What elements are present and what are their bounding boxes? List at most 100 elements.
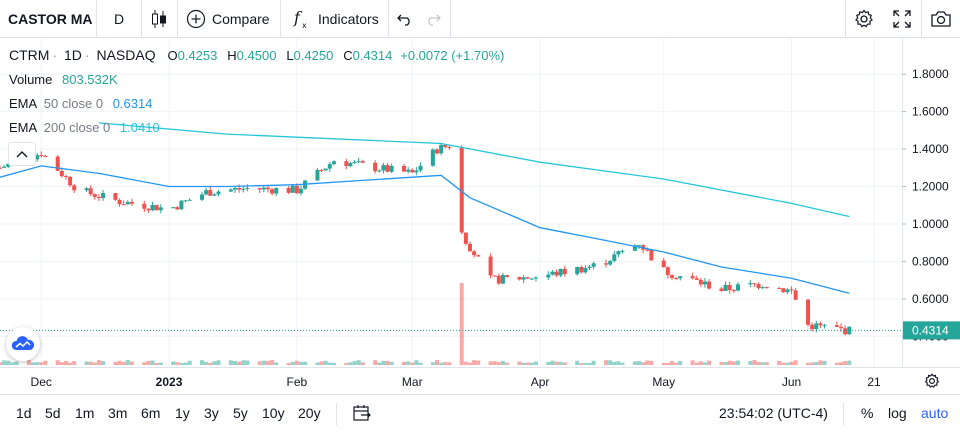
- volume-bar: [146, 360, 151, 365]
- volume-bar: [183, 362, 188, 365]
- time-tick-label: 21: [867, 375, 881, 389]
- range-5d[interactable]: 5d: [45, 405, 61, 421]
- range-10y[interactable]: 10y: [262, 405, 285, 421]
- toolbar-divider: [177, 0, 178, 38]
- tradingview-logo-button[interactable]: [6, 327, 40, 361]
- candle-body: [678, 276, 683, 279]
- candle-body: [583, 268, 588, 273]
- volume-bar: [150, 360, 155, 365]
- candle-body: [447, 146, 452, 148]
- legend-collapse-button[interactable]: [8, 142, 36, 166]
- bottom-divider: [843, 403, 844, 425]
- ohlc-change: +0.0072 (+1.70%): [400, 48, 505, 63]
- range-6m[interactable]: 6m: [141, 405, 161, 421]
- undo-button[interactable]: [394, 0, 416, 38]
- volume-bar: [752, 360, 757, 365]
- interval-button[interactable]: D: [97, 0, 141, 38]
- price-tick-label: 0.8000: [912, 254, 949, 268]
- candle-body: [294, 185, 299, 194]
- candle-body: [63, 176, 68, 178]
- candle-body: [113, 193, 118, 200]
- auto-scale-toggle[interactable]: auto: [921, 405, 949, 421]
- candle-body: [814, 323, 819, 330]
- goto-date-button[interactable]: [352, 404, 372, 424]
- candle-body: [261, 187, 266, 190]
- settings-button[interactable]: [846, 0, 882, 38]
- candle-body: [146, 208, 151, 211]
- volume-bar: [377, 362, 382, 365]
- chart-pane[interactable]: 1.8000 1.6000 1.4000 1.2000 1.0000 0.8000 0.60…: [0, 38, 960, 389]
- volume-bar: [30, 362, 35, 365]
- volume-bar: [179, 362, 184, 365]
- candle-body: [327, 164, 332, 169]
- redo-button[interactable]: [422, 0, 444, 38]
- volume-bar: [129, 361, 134, 365]
- volume-bar: [637, 361, 642, 365]
- candle-body: [496, 275, 501, 284]
- candle-body: [608, 260, 613, 265]
- fullscreen-button[interactable]: [884, 0, 920, 38]
- volume-bar: [616, 361, 621, 365]
- range-5y[interactable]: 5y: [233, 405, 248, 421]
- legend-volume[interactable]: Volume 803.532K: [9, 72, 121, 87]
- volume-bar: [533, 361, 538, 365]
- legend-ema50[interactable]: EMA 50 close 0 0.6314: [9, 96, 155, 111]
- volume-bar: [381, 360, 386, 365]
- legend-series: CTRM · 1D · NASDAQ O0.4253 H0.4500 L0.4250…: [9, 47, 507, 63]
- volume-bar: [430, 362, 435, 365]
- candle-body: [101, 193, 106, 199]
- legend-ema200[interactable]: EMA 200 close 0 1.0410: [9, 120, 163, 135]
- volume-bar: [101, 361, 106, 365]
- indicators-button[interactable]: f x Indicators: [292, 0, 388, 38]
- ema200-params: 200 close 0: [43, 120, 111, 135]
- range-3m[interactable]: 3m: [108, 405, 128, 421]
- log-scale-toggle[interactable]: log: [888, 405, 907, 421]
- candle-body: [793, 290, 798, 300]
- price-tick-label: 1.0000: [912, 217, 949, 231]
- candle-body: [525, 277, 530, 279]
- volume-bar: [96, 360, 101, 365]
- candle-body: [476, 255, 481, 257]
- candle-body: [731, 290, 736, 292]
- candle-body: [150, 204, 155, 211]
- compare-button[interactable]: Compare: [186, 0, 278, 38]
- volume-bar: [822, 360, 827, 365]
- volume-bar: [843, 361, 848, 365]
- volume-bar: [216, 360, 221, 365]
- candle-body: [142, 203, 147, 209]
- timezone-clock[interactable]: 23:54:02 (UTC-4): [719, 405, 828, 421]
- volume-bar: [113, 361, 118, 365]
- candle-body: [200, 194, 205, 200]
- chart-type-button[interactable]: [142, 0, 176, 38]
- toolbar-divider: [450, 0, 451, 38]
- candle-body: [562, 268, 567, 275]
- volume-bar: [517, 361, 522, 365]
- candle-body: [183, 200, 188, 202]
- legend-symbol[interactable]: CTRM: [9, 47, 50, 63]
- candle-body: [661, 260, 666, 268]
- candle-body: [707, 281, 712, 289]
- snapshot-button[interactable]: [922, 0, 960, 38]
- candle-body: [435, 149, 439, 154]
- symbol-search-button[interactable]: CASTOR MA: [8, 0, 96, 38]
- candle-body: [84, 188, 89, 191]
- volume-bar: [373, 360, 378, 365]
- percent-scale-toggle[interactable]: %: [861, 405, 874, 421]
- candle-body: [204, 190, 209, 195]
- volume-bar: [402, 361, 407, 365]
- volume-bar: [641, 362, 646, 365]
- time-axis-settings-button[interactable]: [921, 369, 943, 393]
- range-3y[interactable]: 3y: [204, 405, 219, 421]
- candle-body: [121, 204, 126, 206]
- candle-body: [612, 254, 617, 261]
- range-20y[interactable]: 20y: [298, 405, 321, 421]
- range-1m[interactable]: 1m: [75, 405, 95, 421]
- range-1y[interactable]: 1y: [175, 405, 190, 421]
- volume-bar: [200, 360, 205, 365]
- volume-bar: [410, 362, 415, 365]
- range-1d[interactable]: 1d: [16, 405, 32, 421]
- toolbar-divider: [388, 0, 389, 38]
- volume-bar: [117, 360, 122, 365]
- price-chart[interactable]: 1.8000 1.6000 1.4000 1.2000 1.0000 0.8000 0.60…: [0, 38, 960, 394]
- candle-body: [402, 165, 407, 172]
